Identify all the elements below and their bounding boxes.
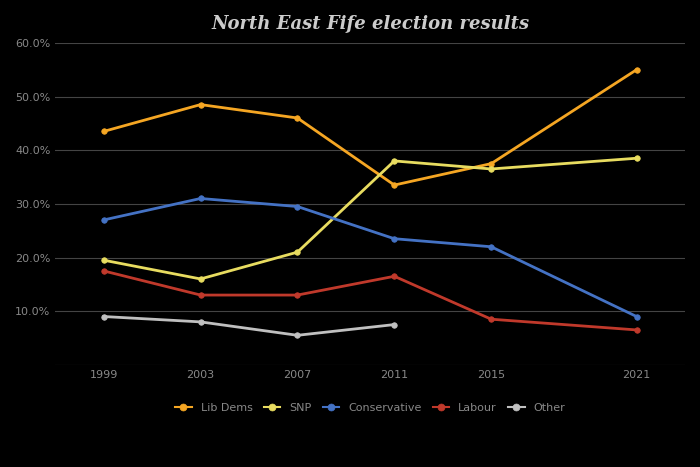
Title: North East Fife election results: North East Fife election results — [211, 15, 529, 33]
Legend: Lib Dems, SNP, Conservative, Labour, Other: Lib Dems, SNP, Conservative, Labour, Oth… — [171, 398, 570, 417]
